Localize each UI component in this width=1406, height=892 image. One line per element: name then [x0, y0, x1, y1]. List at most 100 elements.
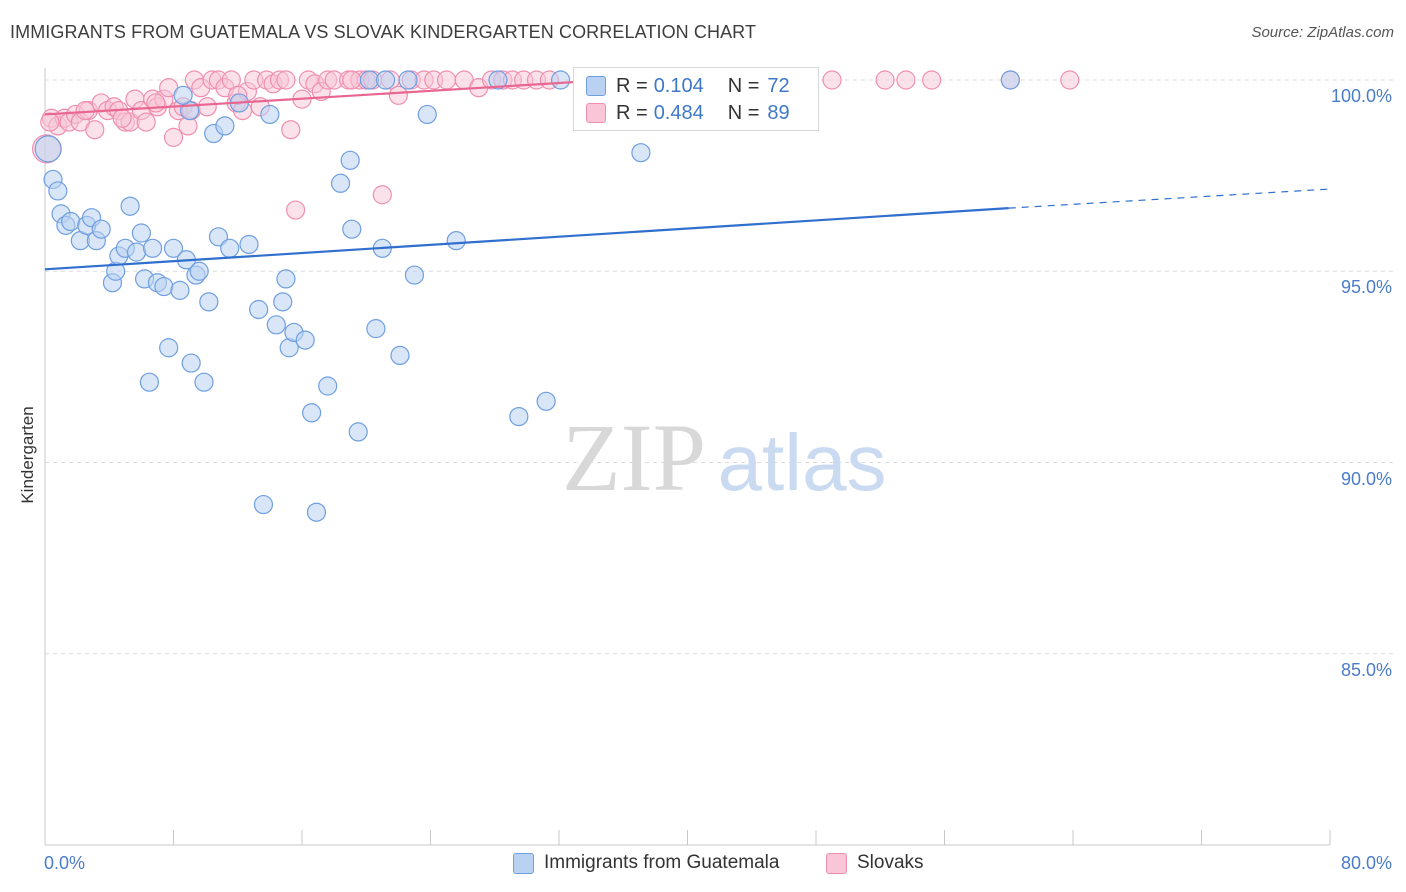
- guatemala-point: [139, 372, 160, 392]
- guatemala-point: [417, 104, 437, 125]
- stats-box: R = 0.104 N = 72 R = 0.484 N = 89: [573, 67, 819, 131]
- legend-swatch-blue: [513, 852, 534, 874]
- legend-label-guatemala: Immigrants from Guatemala: [544, 852, 780, 873]
- guatemala-point: [159, 338, 179, 358]
- slovak-point: [85, 120, 105, 140]
- guatemala-point: [48, 181, 68, 201]
- slovak-point: [197, 97, 217, 117]
- n-value-slovaks: 89: [767, 101, 790, 124]
- guatemala-point: [91, 219, 111, 239]
- slovak-point: [436, 70, 457, 90]
- guatemala-point: [253, 494, 274, 515]
- guatemala-point: [34, 135, 62, 163]
- x-tick-label-max: 80.0%: [1340, 853, 1392, 873]
- guatemala-point: [194, 372, 214, 392]
- guatemala-point: [239, 234, 259, 255]
- trend-lines: [44, 76, 1331, 271]
- guatemala-point: [375, 70, 396, 90]
- stats-swatch-pink: [586, 103, 606, 123]
- slovak-point: [896, 70, 916, 90]
- slovaks-trend-line: [44, 76, 640, 116]
- guatemala-point: [249, 299, 269, 320]
- source-label: Source: ZipAtlas.com: [1251, 24, 1394, 41]
- guatemala-point: [488, 70, 508, 90]
- n-label: N =: [727, 101, 760, 124]
- guatemala-point: [199, 292, 219, 312]
- guatemala-point: [536, 391, 556, 411]
- guatemala-point: [348, 422, 368, 442]
- r-value-slovaks: 0.484: [653, 101, 704, 124]
- watermark-atlas: atlas: [718, 418, 887, 507]
- guatemala-point: [220, 238, 240, 258]
- guatemala-point: [276, 269, 296, 289]
- guatemala-point: [295, 330, 315, 350]
- guatemala-point: [143, 238, 163, 258]
- x-tick-label-min: 0.0%: [44, 853, 86, 873]
- r-label: R =: [616, 74, 648, 97]
- slovak-point: [922, 70, 942, 90]
- legend: Immigrants from Guatemala Slovaks: [0, 852, 1406, 878]
- slovak-point: [276, 70, 296, 90]
- guatemala-point: [126, 242, 147, 262]
- guatemala-point: [390, 345, 410, 365]
- guatemala-point: [163, 238, 184, 258]
- guatemala-point: [266, 315, 286, 335]
- legend-item-slovaks[interactable]: Slovaks: [826, 852, 924, 874]
- slovak-point: [40, 112, 60, 132]
- guatemala-point: [120, 196, 140, 216]
- slovak-point: [388, 85, 408, 105]
- legend-label-slovaks: Slovaks: [857, 852, 924, 873]
- stats-row-guatemala: R = 0.104 N = 72: [586, 74, 790, 98]
- guatemala-trend-extension: [1008, 188, 1331, 209]
- guatemala-point: [170, 280, 190, 300]
- guatemala-point: [446, 231, 466, 251]
- guatemala-point: [318, 376, 338, 396]
- n-value-guatemala: 72: [767, 74, 790, 97]
- axes: [44, 68, 1331, 846]
- slovak-point: [136, 112, 156, 132]
- r-label: R =: [616, 101, 648, 124]
- guatemala-point: [1000, 70, 1020, 90]
- guatemala-point: [260, 104, 280, 125]
- slovak-point: [146, 93, 166, 113]
- guatemala-point: [330, 173, 351, 193]
- slovak-point: [112, 108, 132, 128]
- slovak-point: [285, 200, 306, 220]
- y-axis-title: Kindergarten: [18, 406, 37, 504]
- y-tick-label: 95.0%: [1340, 277, 1392, 298]
- slovak-point: [342, 70, 362, 90]
- guatemala-point: [181, 353, 201, 373]
- chart-title: IMMIGRANTS FROM GUATEMALA VS SLOVAK KIND…: [10, 22, 757, 42]
- guatemala-point: [273, 292, 293, 312]
- guatemala-point: [509, 407, 529, 427]
- guatemala-point: [398, 70, 418, 90]
- stats-swatch-blue: [586, 76, 606, 96]
- guatemala-point: [340, 150, 360, 170]
- legend-swatch-pink: [826, 852, 847, 874]
- grid-lines: [45, 79, 1395, 655]
- guatemala-point: [404, 265, 425, 285]
- slovak-point: [281, 120, 301, 140]
- guatemala-point: [366, 319, 386, 339]
- guatemala-point: [61, 211, 81, 232]
- guatemala-point: [173, 85, 193, 105]
- slovak-point: [163, 127, 184, 147]
- guatemala-point: [342, 219, 362, 239]
- n-label: N =: [727, 74, 760, 97]
- guatemala-trend-line: [44, 207, 1009, 271]
- guatemala-point: [154, 276, 174, 297]
- slovak-point: [372, 185, 392, 205]
- guatemala-point: [631, 143, 651, 163]
- guatemala-point: [551, 70, 571, 90]
- slovak-point: [1060, 70, 1080, 90]
- y-tick-label: 100.0%: [1330, 86, 1392, 106]
- guatemala-point: [215, 116, 235, 136]
- slovak-point: [822, 70, 842, 90]
- guatemala-point: [189, 261, 209, 281]
- watermark-zip: ZIP: [562, 404, 706, 511]
- legend-item-guatemala[interactable]: Immigrants from Guatemala: [513, 852, 779, 874]
- guatemala-points: [34, 70, 1020, 522]
- guatemala-point: [306, 502, 327, 522]
- r-value-guatemala: 0.104: [653, 74, 704, 97]
